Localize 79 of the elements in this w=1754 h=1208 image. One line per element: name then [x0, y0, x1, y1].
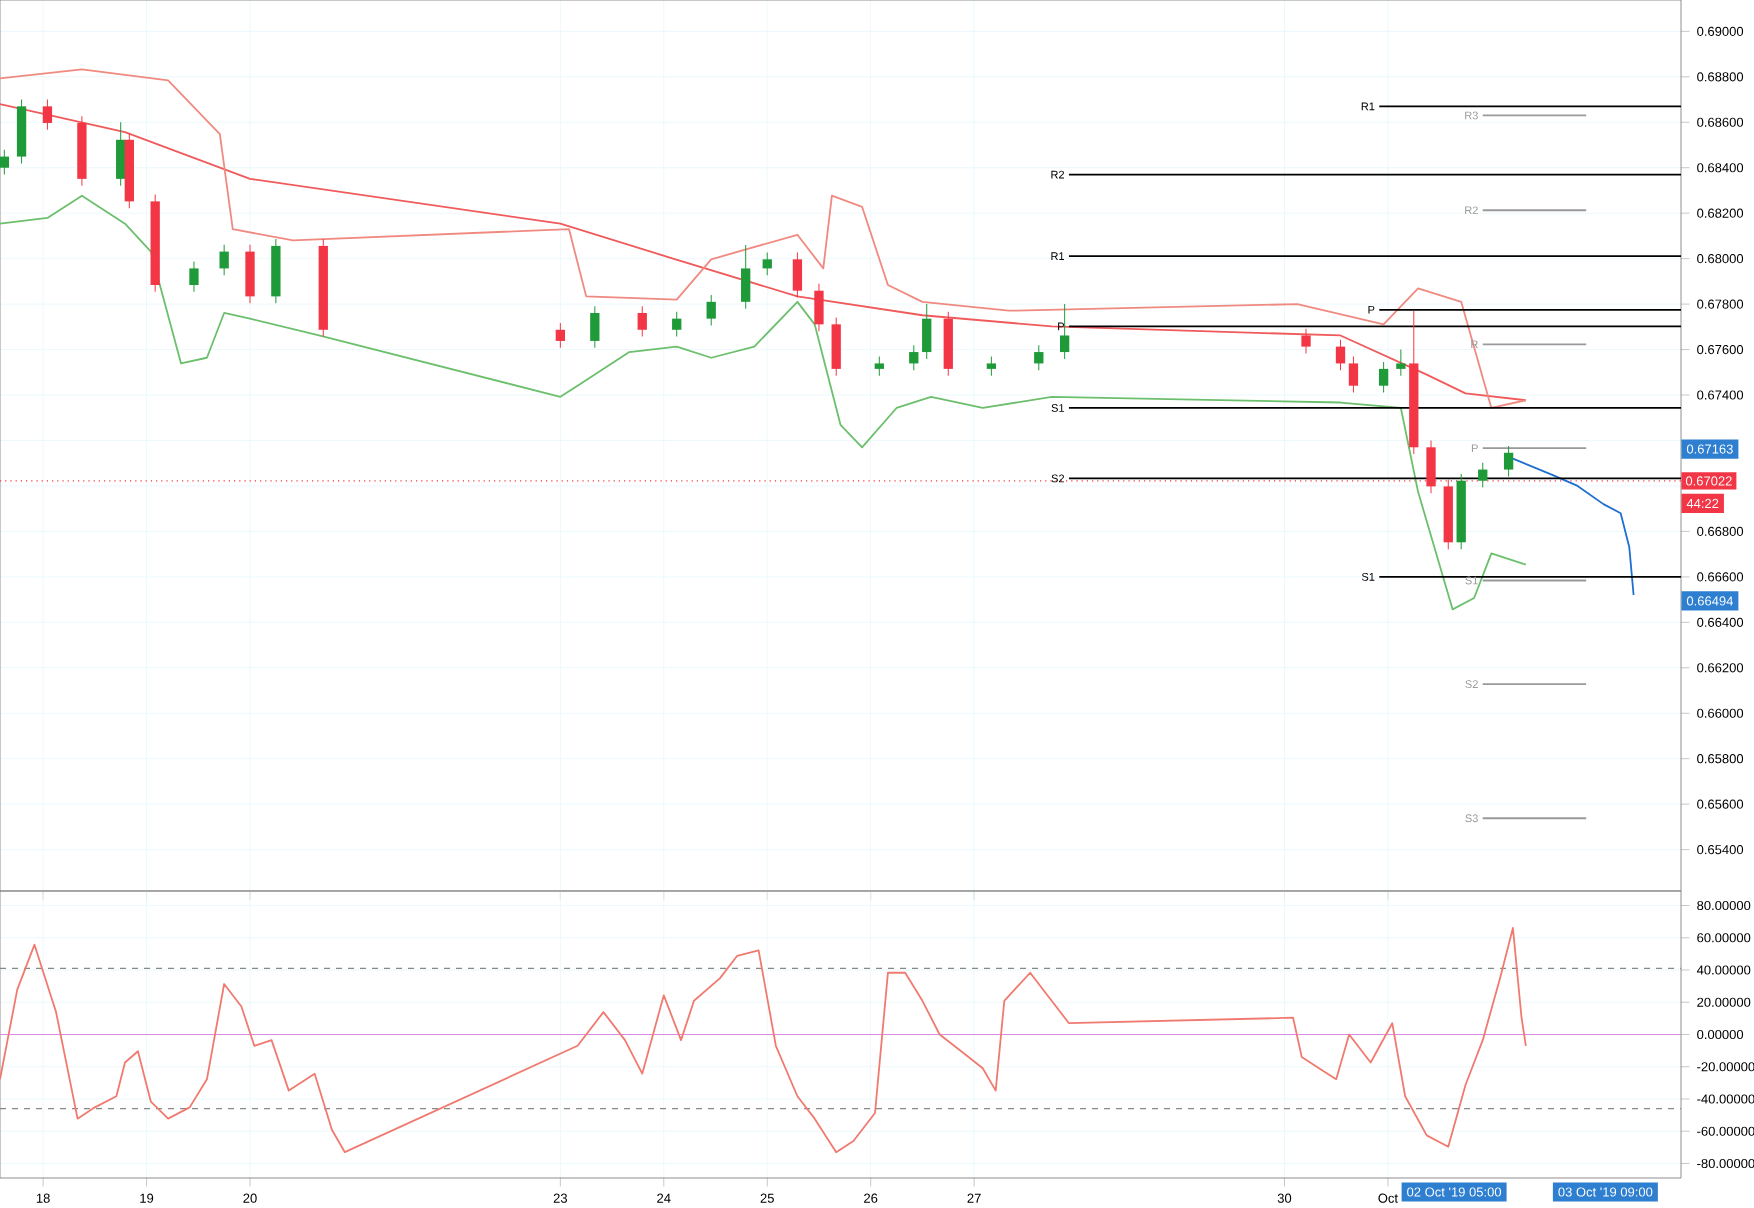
x-tick-label: 25	[760, 1193, 774, 1203]
y-tick-label: 0.66600	[1697, 572, 1744, 582]
candlestick	[1503, 445, 1514, 477]
text: 0.67163	[1686, 444, 1733, 454]
candlestick	[672, 311, 682, 338]
y-tick-label: 0.68000	[1697, 254, 1744, 264]
series-label: R2	[1465, 206, 1478, 215]
y-tick-label: 0.65600	[1697, 799, 1744, 809]
candlestick	[909, 344, 919, 371]
series-label: R1	[1051, 252, 1065, 260]
y-tick-label: 0.67800	[1697, 299, 1744, 309]
y-tick-label: -80.00000	[1697, 1158, 1754, 1169]
x-tick-label: Oct	[1378, 1193, 1398, 1203]
candlestick	[189, 261, 199, 293]
text: 0.66494	[1686, 596, 1734, 606]
text: 03 Oct '19 09:00	[1558, 1187, 1653, 1197]
y-tick-label: 0.68800	[1697, 72, 1744, 82]
x-tick-label: 27	[967, 1193, 981, 1203]
series-label: R3	[1465, 111, 1478, 120]
candlestick	[219, 244, 229, 276]
y-tick-label: 0.68600	[1697, 117, 1744, 127]
series-label: P	[1058, 322, 1064, 331]
y-tick-label: 80.00000	[1697, 900, 1751, 911]
text: 02 Oct '19 05:00	[1407, 1187, 1502, 1197]
series-label: R1	[1361, 102, 1375, 111]
y-tick-label: 0.66000	[1697, 708, 1744, 718]
x-tick-label: 20	[243, 1193, 257, 1203]
candlestick	[874, 356, 884, 377]
text: 44:22	[1686, 498, 1719, 508]
series-label: P	[1471, 444, 1478, 452]
candlestick	[706, 294, 716, 326]
series-label: S3	[1465, 814, 1478, 823]
y-tick-label: -40.00000	[1697, 1094, 1754, 1104]
candlestick	[1034, 344, 1044, 371]
y-tick-label: -20.00000	[1697, 1062, 1754, 1072]
y-tick-label: 40.00000	[1696, 965, 1751, 975]
y-tick-label: 60.00000	[1697, 933, 1751, 943]
candlestick	[0, 149, 9, 176]
y-tick-label: 0.68400	[1697, 163, 1744, 173]
series-label: S1	[1361, 572, 1375, 581]
line-series	[0, 927, 1527, 1154]
y-tick-label: 0.65800	[1697, 754, 1744, 764]
y-tick-label: 0.65400	[1697, 845, 1744, 855]
series-label: P	[1368, 306, 1375, 314]
y-tick-label: 20.00000	[1697, 997, 1751, 1007]
series-label: R2	[1051, 170, 1065, 179]
candlestick	[986, 356, 997, 377]
candlestick	[42, 99, 53, 131]
candlestick	[1378, 361, 1389, 394]
y-tick-label: 0.66400	[1697, 617, 1744, 627]
candlestick	[1478, 462, 1488, 489]
x-tick-label: 26	[864, 1193, 878, 1203]
candlestick	[1059, 303, 1070, 360]
candlestick	[1348, 356, 1359, 394]
series-label: S2	[1465, 680, 1478, 689]
x-tick-label: 24	[657, 1193, 671, 1203]
y-tick-label: 0.00000	[1697, 1029, 1744, 1040]
x-tick-label: 30	[1277, 1193, 1292, 1203]
series-label: S1	[1051, 404, 1065, 412]
line-series	[0, 194, 1527, 611]
candlestick	[1335, 339, 1346, 371]
x-tick-label: 23	[553, 1193, 567, 1203]
x-tick-label: 19	[140, 1193, 154, 1203]
y-tick-label: 0.66800	[1697, 526, 1744, 536]
y-tick-label: 0.66200	[1697, 663, 1744, 673]
y-tick-label: 0.67600	[1697, 344, 1744, 355]
series-label: S1	[1465, 576, 1478, 585]
candlestick	[1301, 328, 1311, 354]
x-tick-label: 18	[36, 1193, 50, 1203]
y-tick-label: -60.00000	[1697, 1126, 1754, 1136]
y-tick-label: 0.69000	[1697, 26, 1744, 36]
ref-line-label: 0.67022	[1685, 476, 1732, 486]
candlestick	[762, 252, 772, 276]
y-tick-label: 0.67400	[1697, 390, 1744, 400]
series-label: S2	[1051, 474, 1065, 483]
candlestick	[637, 305, 647, 338]
y-tick-label: 0.68200	[1697, 208, 1744, 218]
candlestick	[555, 322, 565, 349]
candlestick	[1396, 349, 1406, 377]
